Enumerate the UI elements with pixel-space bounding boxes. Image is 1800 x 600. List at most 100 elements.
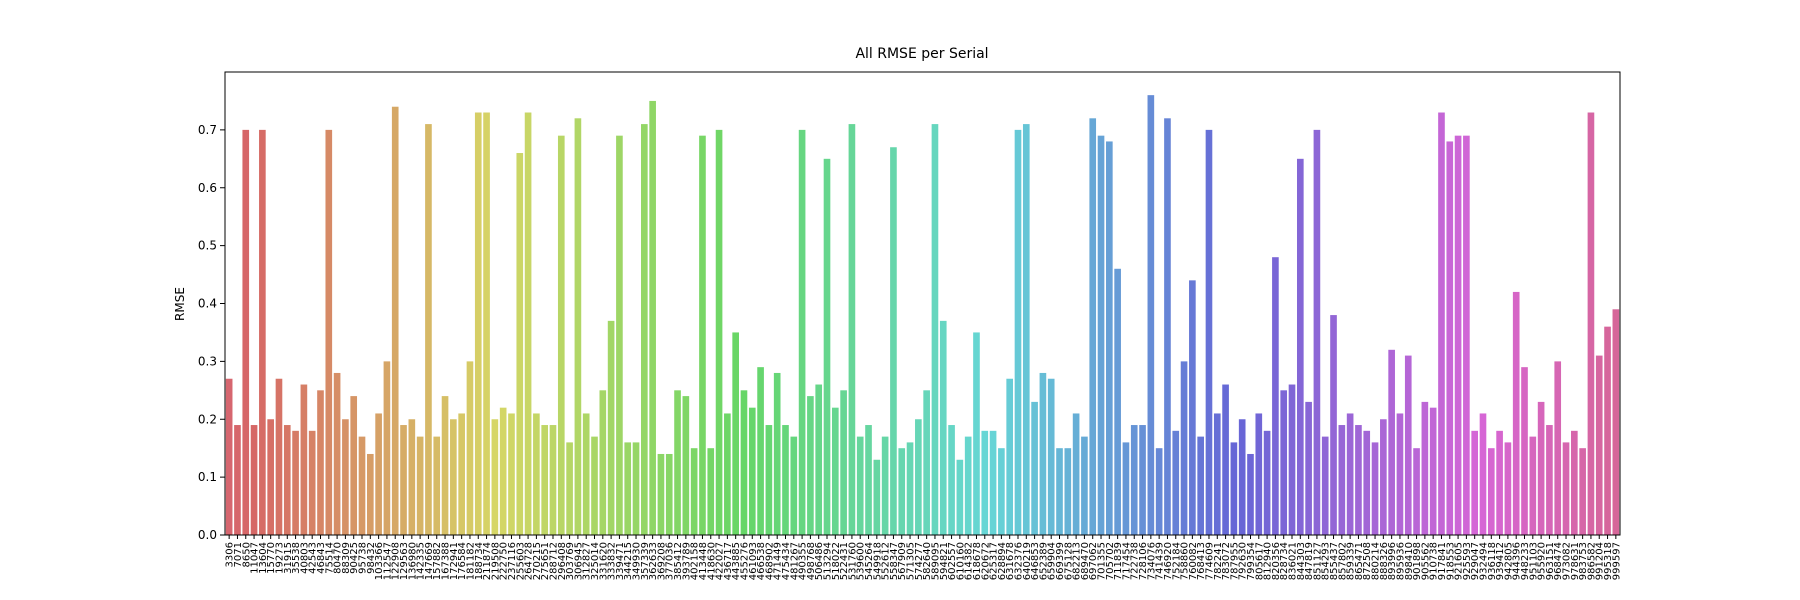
x-tick-label: 349930 — [632, 542, 643, 580]
x-tick-label: 951103 — [1528, 542, 1539, 580]
x-tick-label: 552612 — [881, 542, 892, 580]
x-tick-label: 973082 — [1562, 542, 1573, 580]
x-tick-label: 402158 — [690, 542, 701, 580]
bar — [1562, 442, 1570, 535]
x-tick-label: 783072 — [1221, 542, 1232, 580]
bar — [574, 118, 582, 536]
bar — [956, 459, 964, 535]
x-tick-label: 385412 — [673, 542, 684, 580]
x-tick-label: 618678 — [972, 542, 983, 580]
bar — [1546, 425, 1553, 535]
x-tick-label: 558347 — [889, 542, 900, 580]
x-tick-label: 697062 — [1088, 542, 1099, 580]
bar — [250, 425, 258, 535]
bar — [333, 372, 341, 535]
bar — [1139, 425, 1146, 535]
bar — [1122, 442, 1130, 535]
bar — [591, 436, 598, 535]
x-tick-label: 112547 — [382, 542, 393, 580]
bar — [599, 390, 607, 535]
bar — [242, 129, 250, 535]
bar — [1512, 291, 1520, 535]
x-tick-label: 7071 — [233, 542, 244, 567]
bar — [225, 378, 233, 535]
x-tick-label: 955920 — [1537, 542, 1548, 580]
x-tick-label: 905562 — [1420, 542, 1431, 580]
x-tick-label: 628894 — [997, 542, 1008, 580]
bar — [582, 413, 590, 535]
bar — [1064, 448, 1072, 535]
bar — [416, 436, 424, 535]
bar — [1172, 430, 1180, 535]
bar — [466, 361, 474, 535]
x-tick-label: 722738 — [1130, 542, 1141, 580]
x-tick-label: 646853 — [1030, 542, 1041, 580]
y-tick-label: 0.1 — [198, 470, 217, 484]
x-tick-label: 75514 — [324, 542, 335, 574]
x-tick-label: 136980 — [407, 542, 418, 580]
x-tick-label: 787955 — [1229, 542, 1240, 580]
x-tick-label: 828734 — [1279, 542, 1290, 580]
x-tick-label: 103366 — [374, 542, 385, 580]
x-tick-label: 31915 — [283, 542, 294, 574]
x-tick-label: 614382 — [964, 542, 975, 580]
x-tick-label: 963151 — [1545, 542, 1556, 580]
x-tick-label: 986582 — [1586, 542, 1597, 580]
bar — [400, 425, 407, 535]
bar — [1537, 401, 1545, 535]
bar — [1454, 135, 1462, 535]
bar — [1380, 419, 1387, 535]
x-tick-label: 711839 — [1113, 542, 1124, 580]
chart-title: All RMSE per Serial — [855, 46, 988, 62]
x-tick-label: 531760 — [847, 542, 858, 580]
bar — [524, 112, 532, 535]
x-tick-label: 475434 — [781, 542, 792, 580]
bar — [358, 436, 366, 535]
x-tick-label: 339471 — [615, 542, 626, 580]
bar — [641, 124, 648, 536]
bar — [1014, 129, 1022, 535]
bar — [1404, 355, 1412, 535]
bar — [989, 430, 997, 535]
x-tick-label: 539600 — [856, 542, 867, 580]
x-tick-label: 270215 — [532, 542, 543, 580]
bar — [1296, 158, 1304, 535]
x-tick-label: 296408 — [557, 542, 568, 580]
x-tick-label: 325014 — [590, 542, 601, 580]
x-tick-label: 211874 — [482, 542, 493, 580]
x-tick-label: 418630 — [706, 542, 717, 580]
bar — [1595, 355, 1603, 535]
bar — [782, 425, 789, 535]
x-tick-label: 98432 — [366, 542, 377, 574]
bar — [998, 448, 1005, 535]
bar — [732, 332, 739, 535]
bar — [1479, 413, 1487, 535]
x-tick-label: 362633 — [648, 542, 659, 580]
bar — [690, 448, 698, 535]
y-tick-label: 0.5 — [198, 239, 217, 253]
bar — [973, 332, 980, 535]
bar — [1363, 430, 1371, 535]
x-tick-label: 481267 — [789, 542, 800, 580]
x-tick-label: 805617 — [1254, 542, 1265, 580]
bar — [458, 413, 465, 535]
x-tick-label: 11047 — [250, 542, 261, 574]
bar — [981, 430, 989, 535]
bar — [1579, 448, 1586, 535]
x-tick-label: 925593 — [1462, 542, 1473, 580]
bar — [665, 453, 673, 535]
bar — [441, 396, 449, 535]
x-tick-label: 872508 — [1362, 542, 1373, 580]
x-tick-label: 799354 — [1246, 542, 1257, 580]
bar — [1571, 430, 1578, 535]
x-tick-label: 95738 — [358, 542, 369, 574]
bar — [856, 436, 864, 535]
bar — [607, 320, 615, 535]
bar — [1164, 118, 1171, 536]
bar — [1446, 141, 1454, 535]
x-tick-label: 331620 — [598, 542, 609, 580]
x-tick-label: 122908 — [391, 542, 402, 580]
bar — [1396, 413, 1404, 535]
bar — [1346, 413, 1354, 535]
bar — [1263, 430, 1271, 535]
